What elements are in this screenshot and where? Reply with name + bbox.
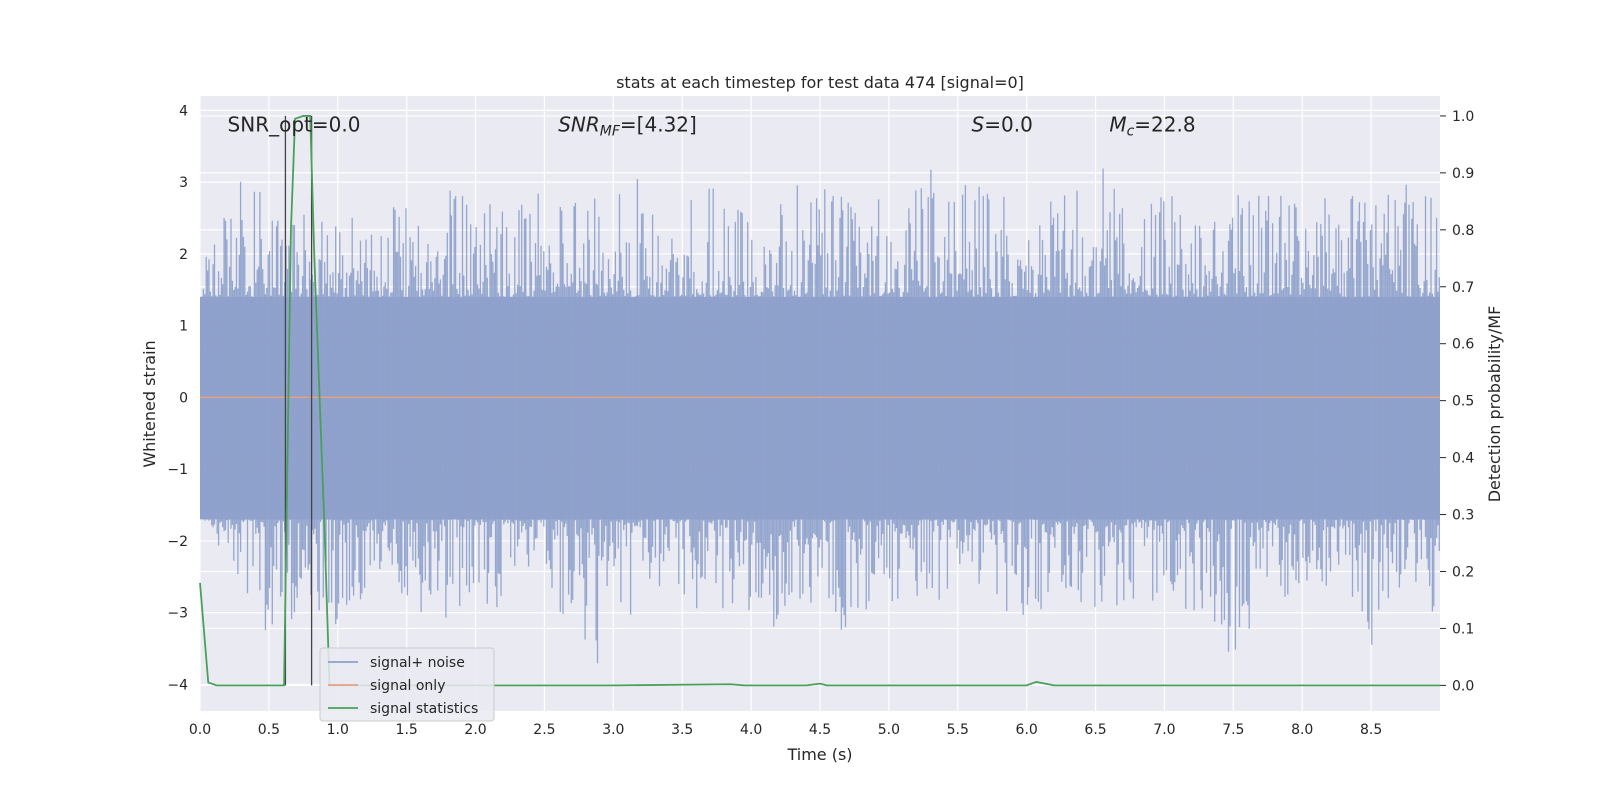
y-left-tick-label: 0 <box>179 390 188 406</box>
x-tick-label: 2.5 <box>533 722 555 738</box>
legend: signal+ noise signal only signal statist… <box>319 647 495 722</box>
y-left-tick-label: −2 <box>167 534 188 550</box>
x-tick-label: 3.5 <box>671 722 693 738</box>
x-tick-label: 5.5 <box>947 722 969 738</box>
y-left-tick-label: 3 <box>179 175 188 191</box>
x-axis-label: Time (s) <box>786 745 852 764</box>
y-right-tick-label: 0.1 <box>1452 621 1474 637</box>
annotations: SNR_opt=0.0 SNRMF=[4.32] S=0.0 Mc=22.8 <box>228 113 1196 140</box>
y-right-tick-label: 0.6 <box>1452 337 1474 353</box>
y-left-tick-label: −1 <box>167 462 188 478</box>
y-left-tick-label: −3 <box>167 606 188 622</box>
legend-label-statistics: signal statistics <box>370 701 478 717</box>
x-tick-label: 7.0 <box>1153 722 1175 738</box>
legend-label-signal-only: signal only <box>370 678 445 694</box>
y-right-tick-label: 0.4 <box>1452 451 1474 467</box>
annotation: S=0.0 <box>972 113 1033 137</box>
x-tick-label: 8.0 <box>1291 722 1313 738</box>
x-tick-label: 2.0 <box>464 722 486 738</box>
y-right-tick-label: 0.8 <box>1452 223 1474 239</box>
noise-spikes <box>200 168 1440 664</box>
annotation: SNRMF=[4.32] <box>558 113 697 140</box>
x-tick-label: 0.5 <box>258 722 280 738</box>
y-left-axis-label: Whitened strain <box>140 340 159 467</box>
y-right-tick-label: 1.0 <box>1452 109 1474 125</box>
y-left-tick-label: −4 <box>167 677 188 693</box>
chart-title: stats at each timestep for test data 474… <box>616 73 1024 92</box>
x-tick-label: 6.5 <box>1084 722 1106 738</box>
y-left-axis-ticks: −4 −3 −2 −1 0 1 2 3 4 <box>167 103 188 693</box>
y-left-tick-label: 2 <box>179 247 188 263</box>
y-right-axis-ticks: 0.0 0.1 0.2 0.3 0.4 0.5 0.6 0.7 0.8 0.9 1.0 <box>1440 109 1474 694</box>
x-tick-label: 5.0 <box>878 722 900 738</box>
y-left-tick-label: 4 <box>179 103 188 119</box>
y-right-axis-label: Detection probability/MF <box>1485 306 1504 503</box>
signal-noise-series <box>200 168 1440 664</box>
x-tick-label: 7.5 <box>1222 722 1244 738</box>
x-tick-label: 6.0 <box>1016 722 1038 738</box>
y-right-tick-label: 0.7 <box>1452 280 1474 296</box>
annotation: Mc=22.8 <box>1109 113 1195 140</box>
x-axis-ticks: 0.0 0.5 1.0 1.5 2.0 2.5 3.0 3.5 4.0 4.5 5.0 5.5 6.0 6… <box>189 722 1382 738</box>
x-tick-label: 1.5 <box>396 722 418 738</box>
x-tick-label: 0.0 <box>189 722 211 738</box>
y-right-tick-label: 0.2 <box>1452 564 1474 580</box>
y-right-tick-label: 0.5 <box>1452 394 1474 410</box>
y-right-tick-label: 0.3 <box>1452 508 1474 524</box>
legend-box <box>319 647 495 722</box>
y-right-tick-label: 0.0 <box>1452 678 1474 694</box>
legend-label-noise: signal+ noise <box>370 655 465 671</box>
x-tick-label: 4.5 <box>809 722 831 738</box>
x-tick-label: 3.0 <box>602 722 624 738</box>
x-tick-label: 8.5 <box>1360 722 1382 738</box>
annotation: SNR_opt=0.0 <box>228 113 361 137</box>
y-right-tick-label: 0.9 <box>1452 166 1474 182</box>
x-tick-label: 4.0 <box>740 722 762 738</box>
y-left-tick-label: 1 <box>179 319 188 335</box>
x-tick-label: 1.0 <box>327 722 349 738</box>
noise-band <box>200 296 1440 520</box>
